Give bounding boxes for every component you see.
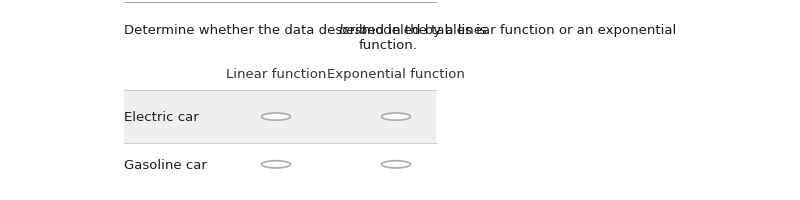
Text: Gasoline car: Gasoline car	[124, 158, 207, 171]
FancyBboxPatch shape	[124, 91, 436, 143]
Text: modeled by a linear function or an exponential
function.: modeled by a linear function or an expon…	[358, 24, 677, 52]
Circle shape	[382, 113, 410, 121]
Text: Determine whether the data described in the tables is: Determine whether the data described in …	[124, 24, 491, 37]
Circle shape	[382, 161, 410, 168]
Circle shape	[262, 113, 290, 121]
Text: Linear function: Linear function	[226, 68, 326, 80]
Text: Exponential function: Exponential function	[327, 68, 465, 80]
Circle shape	[262, 161, 290, 168]
Text: best: best	[338, 24, 367, 37]
Text: Electric car: Electric car	[124, 111, 198, 123]
